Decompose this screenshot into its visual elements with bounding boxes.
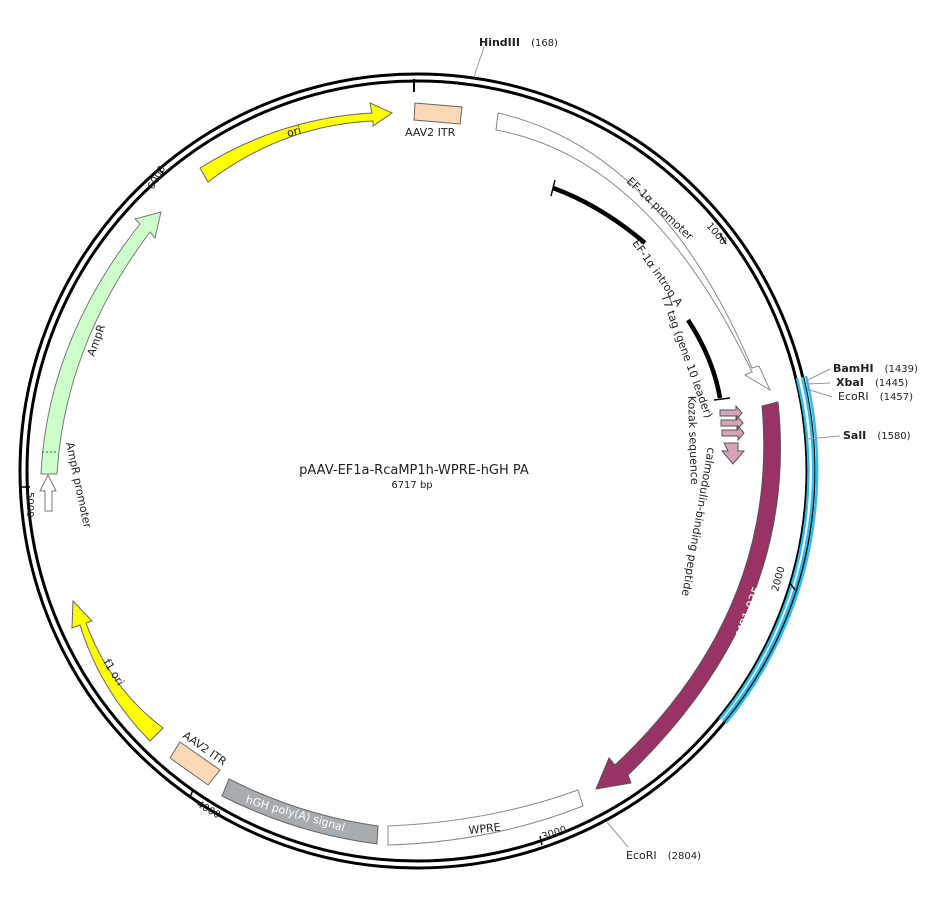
site-leader-line	[807, 435, 841, 440]
tick-mark	[539, 835, 543, 846]
tick-mark	[789, 582, 796, 591]
site-position: (1439)	[885, 364, 918, 375]
feature-wpre	[387, 789, 584, 846]
site-xbai: XbaI (1445)	[836, 371, 908, 390]
tick-mark	[157, 168, 165, 175]
site-leader-line	[805, 368, 831, 382]
feature-label-wpre: WPRE	[468, 821, 501, 837]
tick-mark	[189, 789, 194, 798]
site-name: HindIII	[479, 36, 520, 49]
feature-aav2-itr-2	[169, 741, 221, 786]
site-name: SalI	[843, 429, 866, 442]
feature-hgh-polya	[221, 778, 379, 845]
feature-label-ori: ori	[285, 124, 302, 140]
site-name: BamHI	[833, 362, 874, 375]
site-name: EcoRI	[838, 390, 869, 403]
site-position: (1445)	[875, 378, 908, 389]
feature-aav2-itr	[413, 102, 463, 125]
tick-label: 4000	[195, 799, 223, 821]
feature-label-kozak: Kozak sequence	[685, 396, 701, 485]
tick-mark	[719, 233, 727, 245]
feature-calmodulin-binding-peptide	[719, 404, 746, 465]
site-leader-line	[805, 382, 831, 385]
site-leader-line	[806, 388, 833, 398]
site-name: XbaI	[836, 376, 864, 389]
site-position: (168)	[531, 38, 558, 49]
feature-rcamp	[595, 401, 781, 790]
site-leader-line	[606, 821, 629, 848]
site-ecori: EcoRI (1457)	[838, 385, 913, 404]
site-leader-line	[473, 46, 485, 78]
site-hindiii: HindIII (168)	[479, 31, 558, 50]
site-sali: SalI (1580)	[843, 424, 911, 443]
insert-highlight-arc	[722, 376, 815, 722]
feature-ampr-promoter	[39, 473, 57, 512]
cbp-arrow-4	[720, 442, 746, 465]
feature-label-ampr-promoter: AmpR promoter	[63, 441, 94, 530]
cbp-arrow-3	[721, 424, 745, 442]
insert-highlight-arc	[725, 375, 819, 724]
feature-ef1a-intron-a	[552, 185, 647, 245]
feature-f1-ori	[71, 599, 164, 742]
tick-label: 2000	[770, 565, 787, 592]
feature-t7-tag	[686, 318, 723, 399]
feature-ampr	[40, 211, 162, 475]
tick-label: 5000	[24, 492, 35, 517]
feature-ef1a-promoter	[495, 112, 772, 392]
feature-label-aav2-itr: AAV2 ITR	[405, 126, 456, 139]
feature-ef1a-intron-a-cap	[550, 179, 556, 197]
backbone-inner-ring	[25, 79, 809, 863]
site-position: (1580)	[877, 431, 910, 442]
site-position: (1457)	[880, 392, 913, 403]
site-position: (2804)	[668, 851, 701, 862]
insert-highlight-arc	[719, 377, 810, 720]
feature-ori	[199, 102, 394, 183]
site-bamhi: BamHI (1439)	[833, 357, 918, 376]
site-ecori-2: EcoRI (2804)	[626, 844, 701, 863]
tick-label: 1000	[704, 221, 729, 248]
site-name: EcoRI	[626, 849, 657, 862]
feature-t7-tag-cap	[713, 397, 731, 401]
plasmid-size: 6717 bp	[391, 480, 432, 491]
plasmid-name: pAAV-EF1a-RcaMP1h-WPRE-hGH PA	[299, 463, 529, 478]
